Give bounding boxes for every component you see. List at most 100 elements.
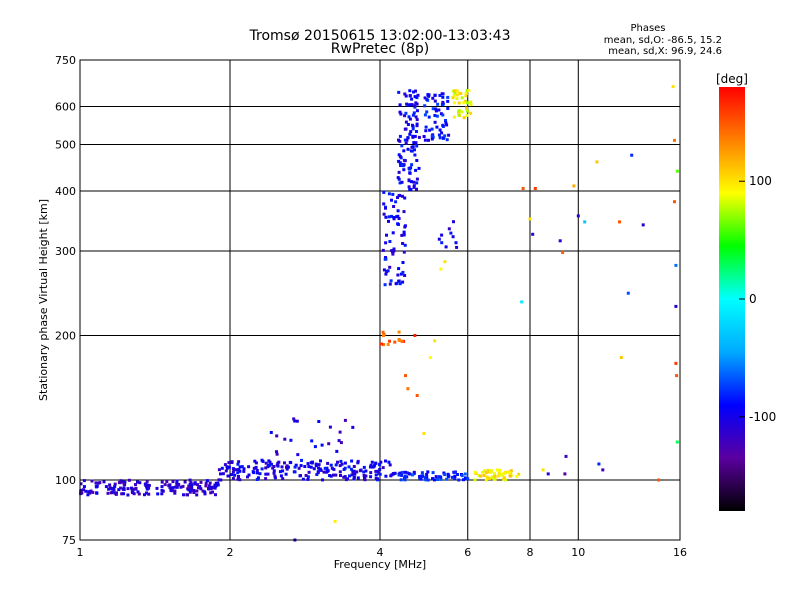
echo-point-trace-1 <box>307 465 311 469</box>
echo-point-trace-0 <box>188 485 192 489</box>
echo-point-trace-2 <box>295 419 299 423</box>
echo-point-trace-7 <box>415 159 419 162</box>
echo-point-trace-1 <box>283 461 286 465</box>
echo-point-trace-1 <box>316 471 320 475</box>
echo-point-trace-3 <box>426 470 430 474</box>
echo-point-trace-1 <box>246 475 249 479</box>
echo-point-trace-1 <box>280 465 284 469</box>
echo-point-trace-0 <box>183 480 187 484</box>
echo-point-10 <box>443 260 447 264</box>
echo-point-trace-6 <box>384 256 387 259</box>
echo-point-trace-3 <box>426 478 430 482</box>
echo-point-2 <box>404 374 407 378</box>
echo-point-trace-0 <box>112 486 116 490</box>
echo-point-trace-7 <box>398 161 402 165</box>
y-tick-labels: 75 100 200 300 400 500 600 750 <box>55 54 76 547</box>
echo-point-32 <box>641 223 645 227</box>
echo-point-trace-1 <box>369 471 373 475</box>
echo-point-trace-7 <box>398 103 402 107</box>
echo-point-trace-1 <box>338 464 342 468</box>
echo-point-trace-3 <box>403 474 407 478</box>
echo-point-trace-10 <box>449 231 453 235</box>
echo-point-trace-1 <box>279 474 283 478</box>
echo-point-trace-0 <box>182 493 185 497</box>
echo-point-trace-0 <box>104 485 108 489</box>
echo-point-trace-0 <box>130 486 133 490</box>
echo-point-trace-2 <box>337 439 341 443</box>
echo-point-trace-0 <box>173 485 177 489</box>
echo-point-trace-1 <box>227 461 231 465</box>
colorbar-tick-label-0: 0 <box>749 292 757 306</box>
echo-point-trace-7 <box>415 144 419 148</box>
echo-point-trace-3 <box>433 478 436 482</box>
echo-point-trace-0 <box>216 483 220 487</box>
echo-point-trace-0 <box>160 480 164 484</box>
echo-point-trace-8 <box>427 115 431 119</box>
echo-point-trace-7 <box>412 141 416 145</box>
echo-point-trace-8 <box>430 127 434 131</box>
echo-point-trace-1 <box>349 467 353 471</box>
echo-point-trace-5 <box>380 342 383 346</box>
echo-point-37 <box>674 263 678 267</box>
echo-point-trace-1 <box>278 470 282 474</box>
echo-point-trace-0 <box>107 487 111 491</box>
echo-point-trace-3 <box>445 477 448 481</box>
echo-point-trace-0 <box>199 480 203 484</box>
echo-point-trace-6 <box>390 198 393 202</box>
echo-point-trace-0 <box>113 484 117 488</box>
echo-point-trace-7 <box>408 132 412 136</box>
echo-point-trace-4 <box>487 477 491 481</box>
echo-point-trace-1 <box>223 463 227 467</box>
echo-point-trace-0 <box>89 489 93 493</box>
echo-point-trace-2 <box>283 437 287 441</box>
echo-point-trace-0 <box>195 489 199 493</box>
echo-point-34 <box>671 85 675 89</box>
echo-point-trace-0 <box>143 493 146 497</box>
echo-point-trace-8 <box>423 96 427 100</box>
echo-point-trace-7 <box>415 187 418 191</box>
echo-point-trace-9 <box>465 113 469 117</box>
echo-point-trace-5 <box>397 330 401 334</box>
echo-point-trace-9 <box>455 97 459 101</box>
echo-point-trace-2 <box>335 449 339 453</box>
echo-point-trace-2 <box>320 443 324 447</box>
echo-point-trace-1 <box>276 461 280 465</box>
echo-point-trace-7 <box>397 170 401 174</box>
echo-point-trace-0 <box>192 491 196 494</box>
echo-point-trace-0 <box>168 486 172 490</box>
echo-point-trace-7 <box>404 94 408 98</box>
echo-point-trace-6 <box>403 196 407 200</box>
echo-point-trace-10 <box>444 245 448 249</box>
echo-point-trace-7 <box>412 90 415 94</box>
echo-point-trace-4 <box>500 473 504 477</box>
echo-point-trace-0 <box>196 483 200 487</box>
y-tick-label-200: 200 <box>55 330 76 343</box>
echo-point-trace-7 <box>416 93 420 97</box>
echo-point-trace-0 <box>186 493 189 497</box>
echo-point-trace-1 <box>381 466 385 470</box>
echo-point-trace-1 <box>343 461 347 465</box>
echo-point-trace-8 <box>441 95 445 99</box>
echo-point-trace-7 <box>413 95 417 99</box>
echo-point-trace-1 <box>252 471 256 475</box>
echo-point-trace-0 <box>121 480 125 484</box>
echo-point-trace-0 <box>127 478 131 482</box>
echo-point-trace-1 <box>231 467 235 471</box>
echo-point-trace-1 <box>355 470 359 474</box>
x-tick-label-4: 4 <box>377 546 384 559</box>
echo-point-trace-1 <box>299 464 303 468</box>
echo-point-trace-7 <box>404 111 408 115</box>
echo-point-trace-9 <box>457 101 461 105</box>
echo-point-38 <box>674 304 678 308</box>
echo-point-trace-6 <box>384 206 387 210</box>
echo-point-trace-4 <box>504 478 508 482</box>
echo-point-trace-0 <box>173 489 177 493</box>
echo-point-trace-1 <box>321 478 324 482</box>
echo-point-trace-1 <box>317 466 320 470</box>
echo-point-3 <box>406 387 410 391</box>
echo-point-trace-0 <box>156 492 160 496</box>
echo-point-trace-10 <box>451 235 455 239</box>
echo-point-trace-1 <box>378 467 382 471</box>
echo-point-trace-0 <box>126 493 130 497</box>
echo-point-trace-0 <box>115 491 118 495</box>
